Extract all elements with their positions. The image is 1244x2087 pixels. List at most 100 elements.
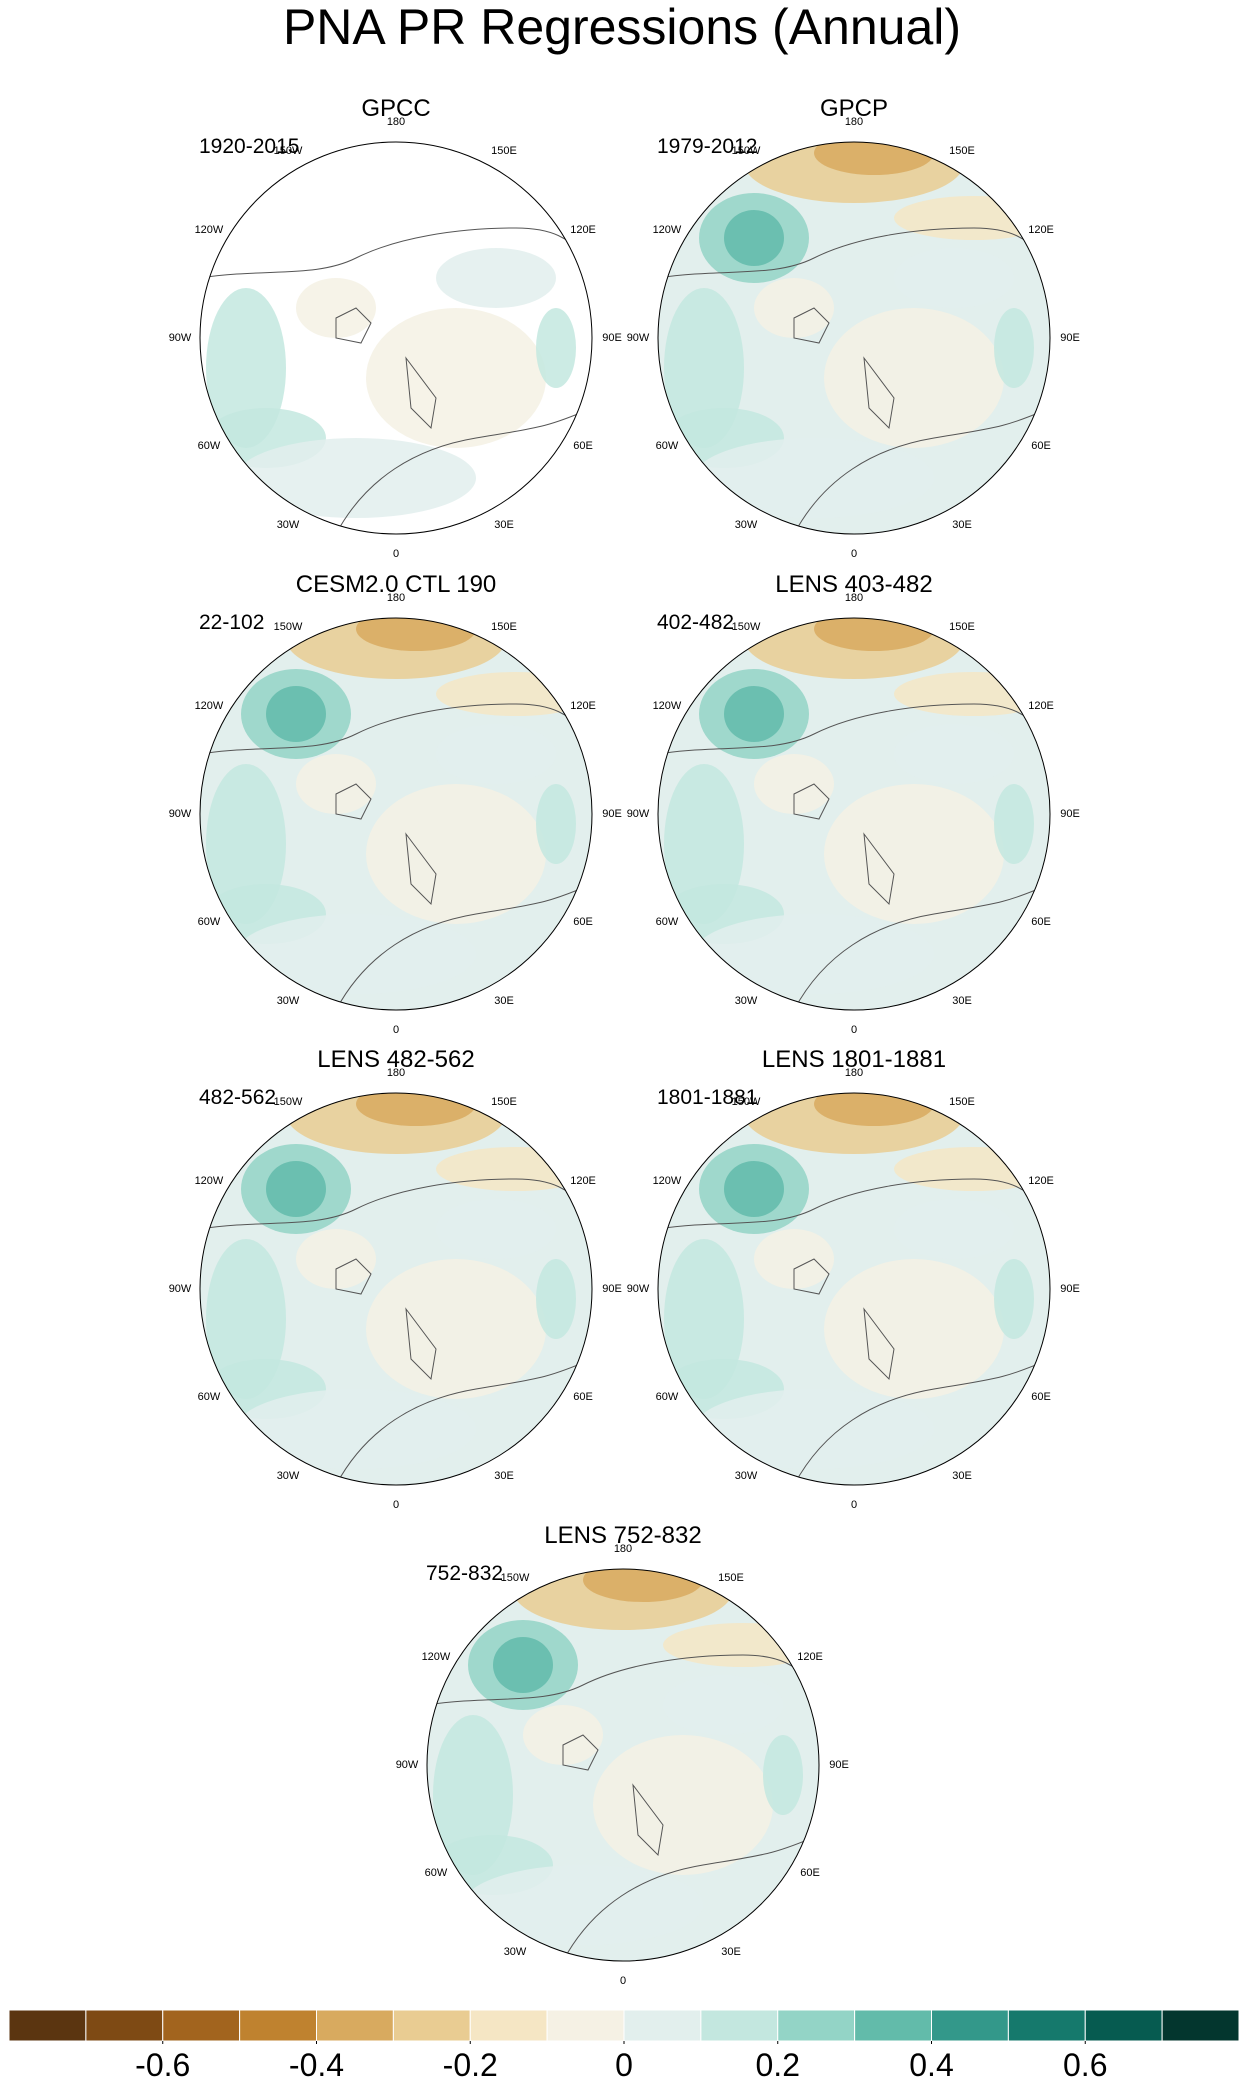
colorbar-box xyxy=(239,2009,317,2042)
longitude-label: 60W xyxy=(425,1867,448,1879)
coastline xyxy=(335,307,437,430)
field-blob xyxy=(994,308,1034,388)
longitude-label: 0 xyxy=(620,1975,626,1987)
longitude-label: 60W xyxy=(198,916,221,928)
coastline xyxy=(793,883,1050,1010)
map-field xyxy=(658,1093,1050,1485)
panel-period: 402-482 xyxy=(657,611,734,634)
field-blob xyxy=(824,308,1004,448)
colorbar-box xyxy=(85,2009,164,2042)
field-blob xyxy=(366,784,546,924)
longitude-label: 60E xyxy=(573,916,593,928)
coastline xyxy=(335,407,592,534)
longitude-label: 150E xyxy=(949,1096,975,1108)
field-blob xyxy=(463,1865,703,1945)
field-blob xyxy=(754,278,834,338)
colorbar-box xyxy=(623,2009,702,2042)
longitude-label: 30W xyxy=(277,1470,300,1482)
longitude-label: 60E xyxy=(573,1391,593,1403)
longitude-label: 120W xyxy=(195,700,224,712)
map-field xyxy=(427,1569,819,1961)
longitude-label: 150W xyxy=(274,145,303,157)
coastline xyxy=(793,1358,1050,1485)
field-blob xyxy=(724,1161,784,1217)
longitude-label: 30W xyxy=(504,1946,527,1958)
field-blob xyxy=(536,1259,576,1339)
field-blob xyxy=(824,1259,1004,1399)
coastline xyxy=(335,783,437,906)
field-blob xyxy=(824,784,1004,924)
longitude-label: 30E xyxy=(721,1946,741,1958)
longitude-label: 120W xyxy=(653,224,682,236)
map-panel: LENS 482-562 482-562 0 30E 60E 90E 120E 150E 180… xyxy=(169,1046,622,1511)
colorbar-tick-label: 0.2 xyxy=(756,2047,800,2082)
longitude-label: 30E xyxy=(952,995,972,1007)
longitude-label: 30W xyxy=(277,519,300,531)
map-border xyxy=(199,1092,593,1486)
field-blob xyxy=(296,278,376,338)
colorbar-box xyxy=(700,2009,779,2042)
longitude-label: 150W xyxy=(732,621,761,633)
longitude-label: 90E xyxy=(602,332,622,344)
field-blob xyxy=(894,1199,1014,1259)
longitude-label: 90W xyxy=(627,332,650,344)
field-blob xyxy=(694,1389,934,1469)
field-blob xyxy=(266,686,326,742)
longitude-label: 120E xyxy=(1028,1175,1054,1187)
colorbar-tick-label: -0.4 xyxy=(289,2047,344,2082)
colorbar-box xyxy=(1161,2009,1240,2042)
map-field xyxy=(658,618,1050,1010)
longitude-label: 60E xyxy=(1031,440,1051,452)
map-border xyxy=(657,1092,1051,1486)
map-border xyxy=(199,617,593,1011)
coastline xyxy=(562,1834,819,1961)
longitude-label: 120W xyxy=(195,224,224,236)
longitude-label: 60W xyxy=(656,1391,679,1403)
panel-title: LENS 403-482 xyxy=(775,571,932,598)
field-blob xyxy=(493,1637,553,1693)
field-blob xyxy=(694,914,934,994)
longitude-label: 90E xyxy=(602,1283,622,1295)
longitude-label: 30E xyxy=(494,1470,514,1482)
figure-title: PNA PR Regressions (Annual) xyxy=(283,0,961,55)
field-blob xyxy=(814,142,934,175)
longitude-label: 120W xyxy=(653,1175,682,1187)
longitude-label: 90E xyxy=(602,808,622,820)
longitude-label: 30E xyxy=(952,519,972,531)
longitude-label: 60W xyxy=(656,440,679,452)
longitude-label: 180 xyxy=(387,116,405,128)
longitude-label: 180 xyxy=(614,1543,632,1555)
field-blob xyxy=(754,754,834,814)
longitude-label: 150W xyxy=(732,1096,761,1108)
field-blob xyxy=(763,1735,803,1815)
map-border xyxy=(657,141,1051,535)
colorbar-box xyxy=(931,2009,1009,2042)
map-panel: LENS 403-482 402-482 0 30E 60E 90E 120E 150E 180… xyxy=(627,571,1080,1036)
longitude-label: 120W xyxy=(195,1175,224,1187)
longitude-label: 60E xyxy=(1031,1391,1051,1403)
longitude-label: 90E xyxy=(829,1759,849,1771)
longitude-label: 180 xyxy=(387,1067,405,1079)
longitude-label: 30E xyxy=(494,995,514,1007)
field-blob xyxy=(296,754,376,814)
longitude-label: 180 xyxy=(845,116,863,128)
longitude-label: 120E xyxy=(570,224,596,236)
longitude-label: 120W xyxy=(422,1651,451,1663)
coastline xyxy=(335,883,592,1010)
field-blob xyxy=(894,724,1014,784)
longitude-label: 150W xyxy=(501,1572,530,1584)
longitude-label: 90W xyxy=(627,808,650,820)
colorbar-tick-label: -0.2 xyxy=(443,2047,498,2082)
longitude-label: 60W xyxy=(198,1391,221,1403)
map-field xyxy=(658,142,1050,534)
field-blob xyxy=(994,784,1034,864)
field-blob xyxy=(266,1161,326,1217)
colorbar-tick-label: -0.6 xyxy=(135,2047,190,2082)
field-blob xyxy=(356,618,476,651)
coastline xyxy=(335,1258,437,1381)
field-blob xyxy=(694,438,934,518)
panel-title: GPCP xyxy=(820,95,888,122)
field-blob xyxy=(894,248,1014,308)
